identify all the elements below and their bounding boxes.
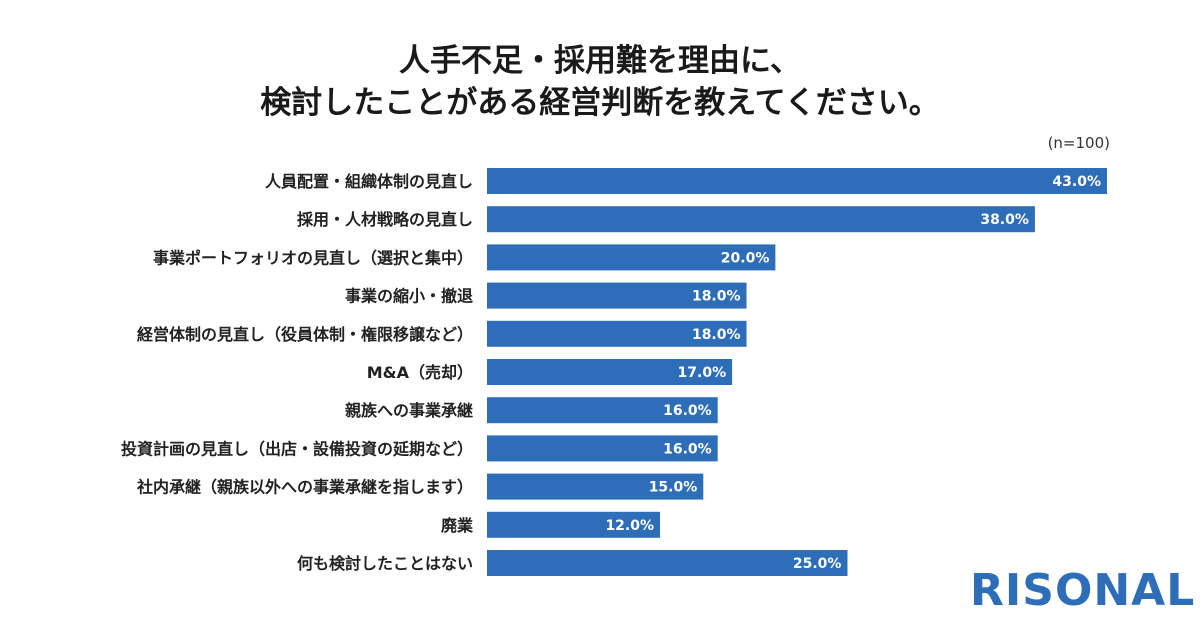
bar-0 [487,168,1107,194]
value-label-7: 16.0% [663,441,712,457]
bar-8 [487,473,704,500]
category-label-4: 経営体制の見直し（役員体制・権限移譲など） [137,325,473,344]
category-label-10: 何も検討したことはない [297,554,473,573]
value-label-1: 38.0% [980,212,1029,228]
value-label-8: 15.0% [649,480,698,496]
category-label-1: 採用・人材戦略の見直し [297,210,473,229]
category-label-9: 廃業 [441,516,474,535]
bar-5 [487,359,733,385]
bar-3 [487,282,747,309]
chart-title-line-2: 検討したことがある経営判断を教えてください。 [260,85,940,121]
bar-6 [487,397,718,424]
category-label-8: 社内承継（親族以外への事業承継を指します） [136,478,473,497]
category-label-6: 親族への事業承継 [345,401,473,420]
sample-size-label: (n=100) [1047,134,1110,152]
bar-1 [487,206,1035,233]
category-label-0: 人員配置・組織体制の見直し [265,172,473,191]
category-label-5: M&A（売却） [367,363,473,382]
value-label-0: 43.0% [1052,174,1101,190]
category-label-3: 事業の縮小・撤退 [345,287,473,306]
bar-4 [487,320,747,347]
value-label-3: 18.0% [692,289,741,305]
bar-7 [487,435,718,462]
risonal-logo: RISONAL [970,565,1196,616]
value-label-6: 16.0% [663,403,712,419]
value-label-4: 18.0% [692,327,741,343]
bar-9 [487,511,661,538]
chart-title: 人手不足・採用難を理由に、 検討したことがある経営判断を教えてください。 [0,40,1200,124]
value-label-5: 17.0% [678,365,727,381]
category-label-2: 事業ポートフォリオの見直し（選択と集中） [153,248,473,267]
chart-title-line-1: 人手不足・採用難を理由に、 [398,43,802,79]
value-label-2: 20.0% [721,250,770,266]
bar-2 [487,244,776,271]
value-label-10: 25.0% [793,556,842,572]
category-label-7: 投資計画の見直し（出店・設備投資の延期など） [121,439,473,458]
bar-10 [487,550,848,576]
value-label-9: 12.0% [605,518,654,534]
